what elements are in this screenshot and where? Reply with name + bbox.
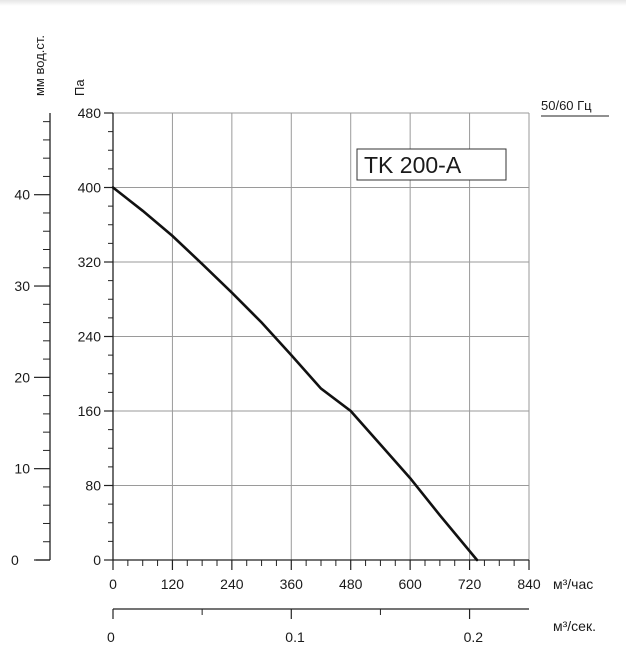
y-axis-mm-unit: мм вод.ст. [32, 35, 47, 96]
y-axis-pa-tick-label: 160 [78, 403, 102, 419]
y-axis-pa-tick-label: 0 [93, 552, 101, 568]
grid [112, 112, 530, 561]
y-axis-mm-tick-label: 30 [14, 278, 30, 294]
x-axis-m3h-tick-label: 840 [517, 576, 541, 592]
top-edge-shadow [0, 0, 626, 6]
x-axis-m3h-tick-label: 240 [220, 576, 244, 592]
y-axis-pa-tick-label: 400 [78, 180, 102, 196]
x-axis-m3s-tick-label: 0.1 [285, 629, 305, 645]
title-box [356, 148, 507, 181]
y-axis-mm-tick-label: 40 [14, 187, 30, 203]
x-axis-m3s-tick-label: 0.2 [464, 629, 484, 645]
performance-curve [111, 186, 479, 562]
y-axis-pa-tick-label: 320 [78, 254, 102, 270]
x-axis-m3s-unit: м³/сек. [553, 618, 596, 634]
x-axis-m3h-tick-label: 720 [458, 576, 482, 592]
x-axis-m3h-tick-label: 480 [339, 576, 363, 592]
y-axis-mm-tick-label: 10 [14, 461, 30, 477]
frequency-label: 50/60 Гц [541, 98, 592, 113]
x-axis-m3s-tick-label: 0 [107, 629, 115, 645]
y-axis-pa-tick-label: 80 [85, 478, 101, 494]
axes [34, 112, 530, 619]
chart-title: TK 200-A [364, 152, 462, 178]
x-axis-m3h-tick-label: 360 [280, 576, 304, 592]
x-axis-m3h-unit: м³/час [553, 576, 593, 592]
y-axis-pa-tick-label: 240 [78, 329, 102, 345]
y-axis-mm-tick-label: 0 [11, 552, 19, 568]
y-axis-pa-unit: Па [72, 79, 87, 96]
y-axis-mm-tick-label: 20 [14, 369, 30, 385]
x-axis-m3h-tick-label: 0 [109, 576, 117, 592]
x-axis-m3h-tick-label: 120 [161, 576, 185, 592]
y-axis-pa-tick-label: 480 [78, 105, 102, 121]
x-axis-m3h-tick-label: 600 [398, 576, 422, 592]
